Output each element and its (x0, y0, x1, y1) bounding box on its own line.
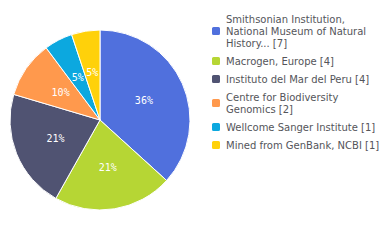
svg-text:36%: 36% (135, 95, 153, 106)
svg-text:Macrogen, Europe [4]: Macrogen, Europe [4] (226, 56, 334, 67)
svg-text:Centre for Biodiversity: Centre for Biodiversity (226, 92, 339, 103)
svg-text:History... [7]: History... [7] (226, 38, 287, 49)
svg-text:5%: 5% (72, 72, 84, 83)
svg-text:National Museum of Natural: National Museum of Natural (226, 26, 366, 37)
svg-text:Instituto del Mar del Peru [4]: Instituto del Mar del Peru [4] (226, 74, 369, 85)
svg-text:21%: 21% (99, 162, 117, 173)
svg-text:Mined from GenBank, NCBI [1]: Mined from GenBank, NCBI [1] (226, 140, 379, 151)
svg-text:Wellcome Sanger Institute [1]: Wellcome Sanger Institute [1] (226, 122, 375, 133)
svg-text:5%: 5% (86, 67, 98, 78)
svg-text:10%: 10% (52, 87, 70, 98)
svg-text:Smithsonian Institution,: Smithsonian Institution, (226, 14, 345, 25)
svg-text:21%: 21% (46, 133, 64, 144)
svg-text:Genomics [2]: Genomics [2] (226, 104, 293, 115)
